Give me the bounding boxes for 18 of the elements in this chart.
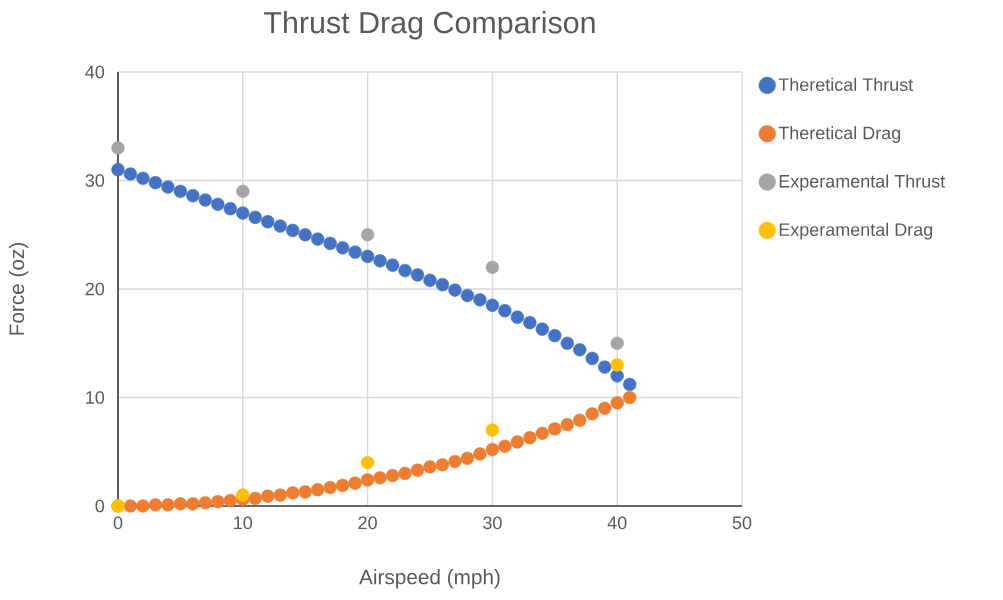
y-tick-label: 40	[85, 65, 105, 79]
x-tick-label: 50	[732, 516, 752, 530]
y-tick-label: 0	[95, 499, 105, 513]
y-tick-label: 20	[85, 282, 105, 296]
legend-label: Theretical Drag	[778, 126, 901, 143]
legend-label: Experamental Thrust	[779, 174, 946, 192]
legend-label: Theretical Thrust	[778, 77, 914, 92]
x-tick-label: 40	[607, 516, 627, 530]
x-tick-label: 0	[113, 516, 123, 530]
x-axis-title: Airspeed (mph)	[359, 569, 500, 589]
y-tick-label: 30	[85, 174, 105, 187]
chart-title: Thrust Drag Comparison	[264, 11, 595, 40]
x-tick-label: 30	[483, 516, 502, 530]
y-tick-label: 10	[86, 391, 105, 404]
x-tick-label: 20	[358, 516, 377, 530]
legend-label: Experamental Drag	[779, 222, 933, 240]
y-axis-title: Force (oz)	[8, 243, 29, 335]
x-tick-label: 10	[234, 516, 253, 530]
